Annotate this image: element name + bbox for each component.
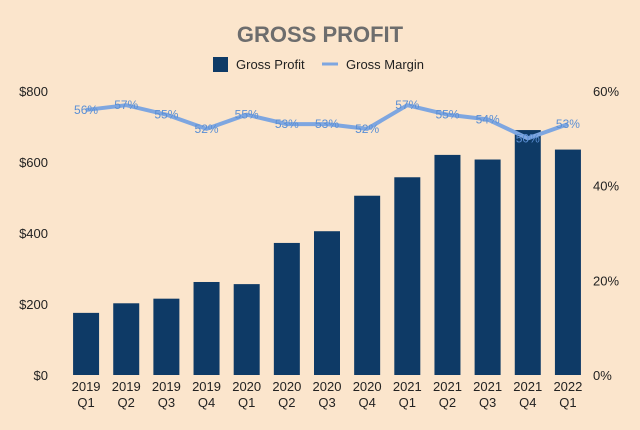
data-label-11: 50%	[516, 131, 540, 145]
data-label-6: 53%	[315, 117, 339, 131]
data-label-8: 57%	[395, 98, 419, 112]
x-tick-year-4: 2020	[232, 379, 261, 394]
x-tick-year-5: 2020	[272, 379, 301, 394]
x-tick-year-9: 2021	[433, 379, 462, 394]
chart-title: GROSS PROFIT	[237, 22, 404, 47]
bar-7	[354, 195, 381, 375]
legend-label-gross-profit: Gross Profit	[236, 57, 305, 72]
y-left-tick-0: $0	[34, 368, 48, 383]
bar-8	[394, 177, 421, 375]
axes: $0$200$400$600$8000%20%40%60%2019Q12019Q…	[19, 84, 619, 410]
data-label-5: 53%	[275, 117, 299, 131]
data-label-9: 55%	[435, 108, 459, 122]
x-tick-quarter-8: Q1	[399, 395, 416, 410]
gross-margin-line	[85, 103, 569, 141]
y-right-tick-1: 20%	[593, 273, 619, 288]
x-tick-year-11: 2021	[513, 379, 542, 394]
x-tick-quarter-4: Q1	[238, 395, 255, 410]
x-tick-quarter-2: Q3	[158, 395, 175, 410]
data-label-0: 56%	[74, 103, 98, 117]
x-tick-year-3: 2019	[192, 379, 221, 394]
bar-6	[314, 231, 340, 375]
x-tick-quarter-9: Q2	[439, 395, 456, 410]
legend-label-gross-margin: Gross Margin	[346, 57, 424, 72]
y-left-tick-4: $800	[19, 84, 48, 99]
bar-12	[554, 149, 581, 375]
bar-5	[273, 242, 300, 375]
x-tick-quarter-7: Q4	[358, 395, 375, 410]
y-right-tick-2: 40%	[593, 179, 619, 194]
x-tick-year-0: 2019	[72, 379, 101, 394]
x-tick-quarter-1: Q2	[118, 395, 135, 410]
bar-11	[514, 130, 541, 375]
x-tick-quarter-10: Q3	[479, 395, 496, 410]
y-left-tick-1: $200	[19, 297, 48, 312]
x-tick-year-2: 2019	[152, 379, 181, 394]
bar-9	[434, 154, 461, 375]
data-label-7: 52%	[355, 122, 379, 136]
x-tick-year-1: 2019	[112, 379, 141, 394]
bar-1	[113, 303, 140, 375]
x-tick-quarter-5: Q2	[278, 395, 295, 410]
bar-3	[193, 281, 220, 375]
bar-10	[474, 159, 501, 375]
x-tick-quarter-0: Q1	[77, 395, 94, 410]
data-label-1: 57%	[114, 98, 138, 112]
legend-swatch-gross-profit	[213, 57, 228, 72]
data-label-4: 55%	[235, 108, 259, 122]
bar-2	[153, 298, 180, 375]
x-tick-year-6: 2020	[313, 379, 342, 394]
bar-series	[73, 130, 581, 375]
y-right-tick-3: 60%	[593, 84, 619, 99]
y-left-tick-3: $600	[19, 155, 48, 170]
x-tick-quarter-12: Q1	[559, 395, 576, 410]
data-label-3: 52%	[195, 122, 219, 136]
bar-4	[233, 284, 260, 375]
x-tick-year-10: 2021	[473, 379, 502, 394]
data-label-12: 53%	[556, 117, 580, 131]
legend: Gross Profit Gross Margin	[213, 57, 424, 72]
x-tick-year-12: 2022	[553, 379, 582, 394]
y-right-tick-0: 0%	[593, 368, 612, 383]
y-left-tick-2: $400	[19, 226, 48, 241]
x-tick-quarter-11: Q4	[519, 395, 536, 410]
line-series: 56% 57% 55% 52% 55% 53% 53% 52% 57% 55% 54% 50% 53%	[74, 98, 580, 145]
data-label-2: 55%	[154, 108, 178, 122]
data-label-10: 54%	[476, 112, 500, 126]
x-tick-year-8: 2021	[393, 379, 422, 394]
x-tick-quarter-6: Q3	[318, 395, 335, 410]
x-tick-quarter-3: Q4	[198, 395, 215, 410]
bar-0	[73, 312, 100, 375]
x-tick-year-7: 2020	[353, 379, 382, 394]
